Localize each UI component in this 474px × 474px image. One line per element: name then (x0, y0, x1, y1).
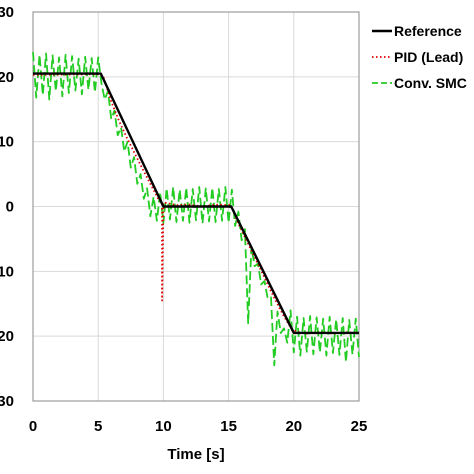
y-tick-2: -10 (0, 263, 14, 280)
y-tick-5: 20 (0, 69, 14, 86)
plot-frame (32, 11, 360, 402)
x-tick-4: 20 (285, 418, 302, 435)
y-tick-1: -20 (0, 328, 14, 345)
legend-label-2: Conv. SMC (394, 75, 467, 91)
series-line-2 (32, 52, 360, 367)
legend-label-0: Reference (394, 23, 462, 39)
y-tick-0: -30 (0, 393, 14, 410)
series-layer (32, 52, 360, 367)
series-line-1 (32, 73, 360, 335)
series-line-0 (33, 72, 359, 335)
legend: Reference PID (Lead) Conv. SMC (372, 23, 467, 91)
x-tick-2: 10 (155, 418, 172, 435)
y-tick-3: 0 (6, 199, 14, 216)
x-tick-0: 0 (29, 418, 37, 435)
y-tick-4: 10 (0, 134, 14, 151)
tick-labels: 0 5 10 15 20 25 -30 -20 -10 0 10 20 30 (0, 4, 367, 435)
x-tick-5: 25 (351, 418, 368, 435)
x-tick-3: 15 (220, 418, 237, 435)
x-tick-1: 5 (94, 418, 102, 435)
x-axis-label: Time [s] (167, 446, 224, 463)
legend-label-1: PID (Lead) (394, 49, 463, 65)
y-tick-6: 30 (0, 4, 14, 21)
